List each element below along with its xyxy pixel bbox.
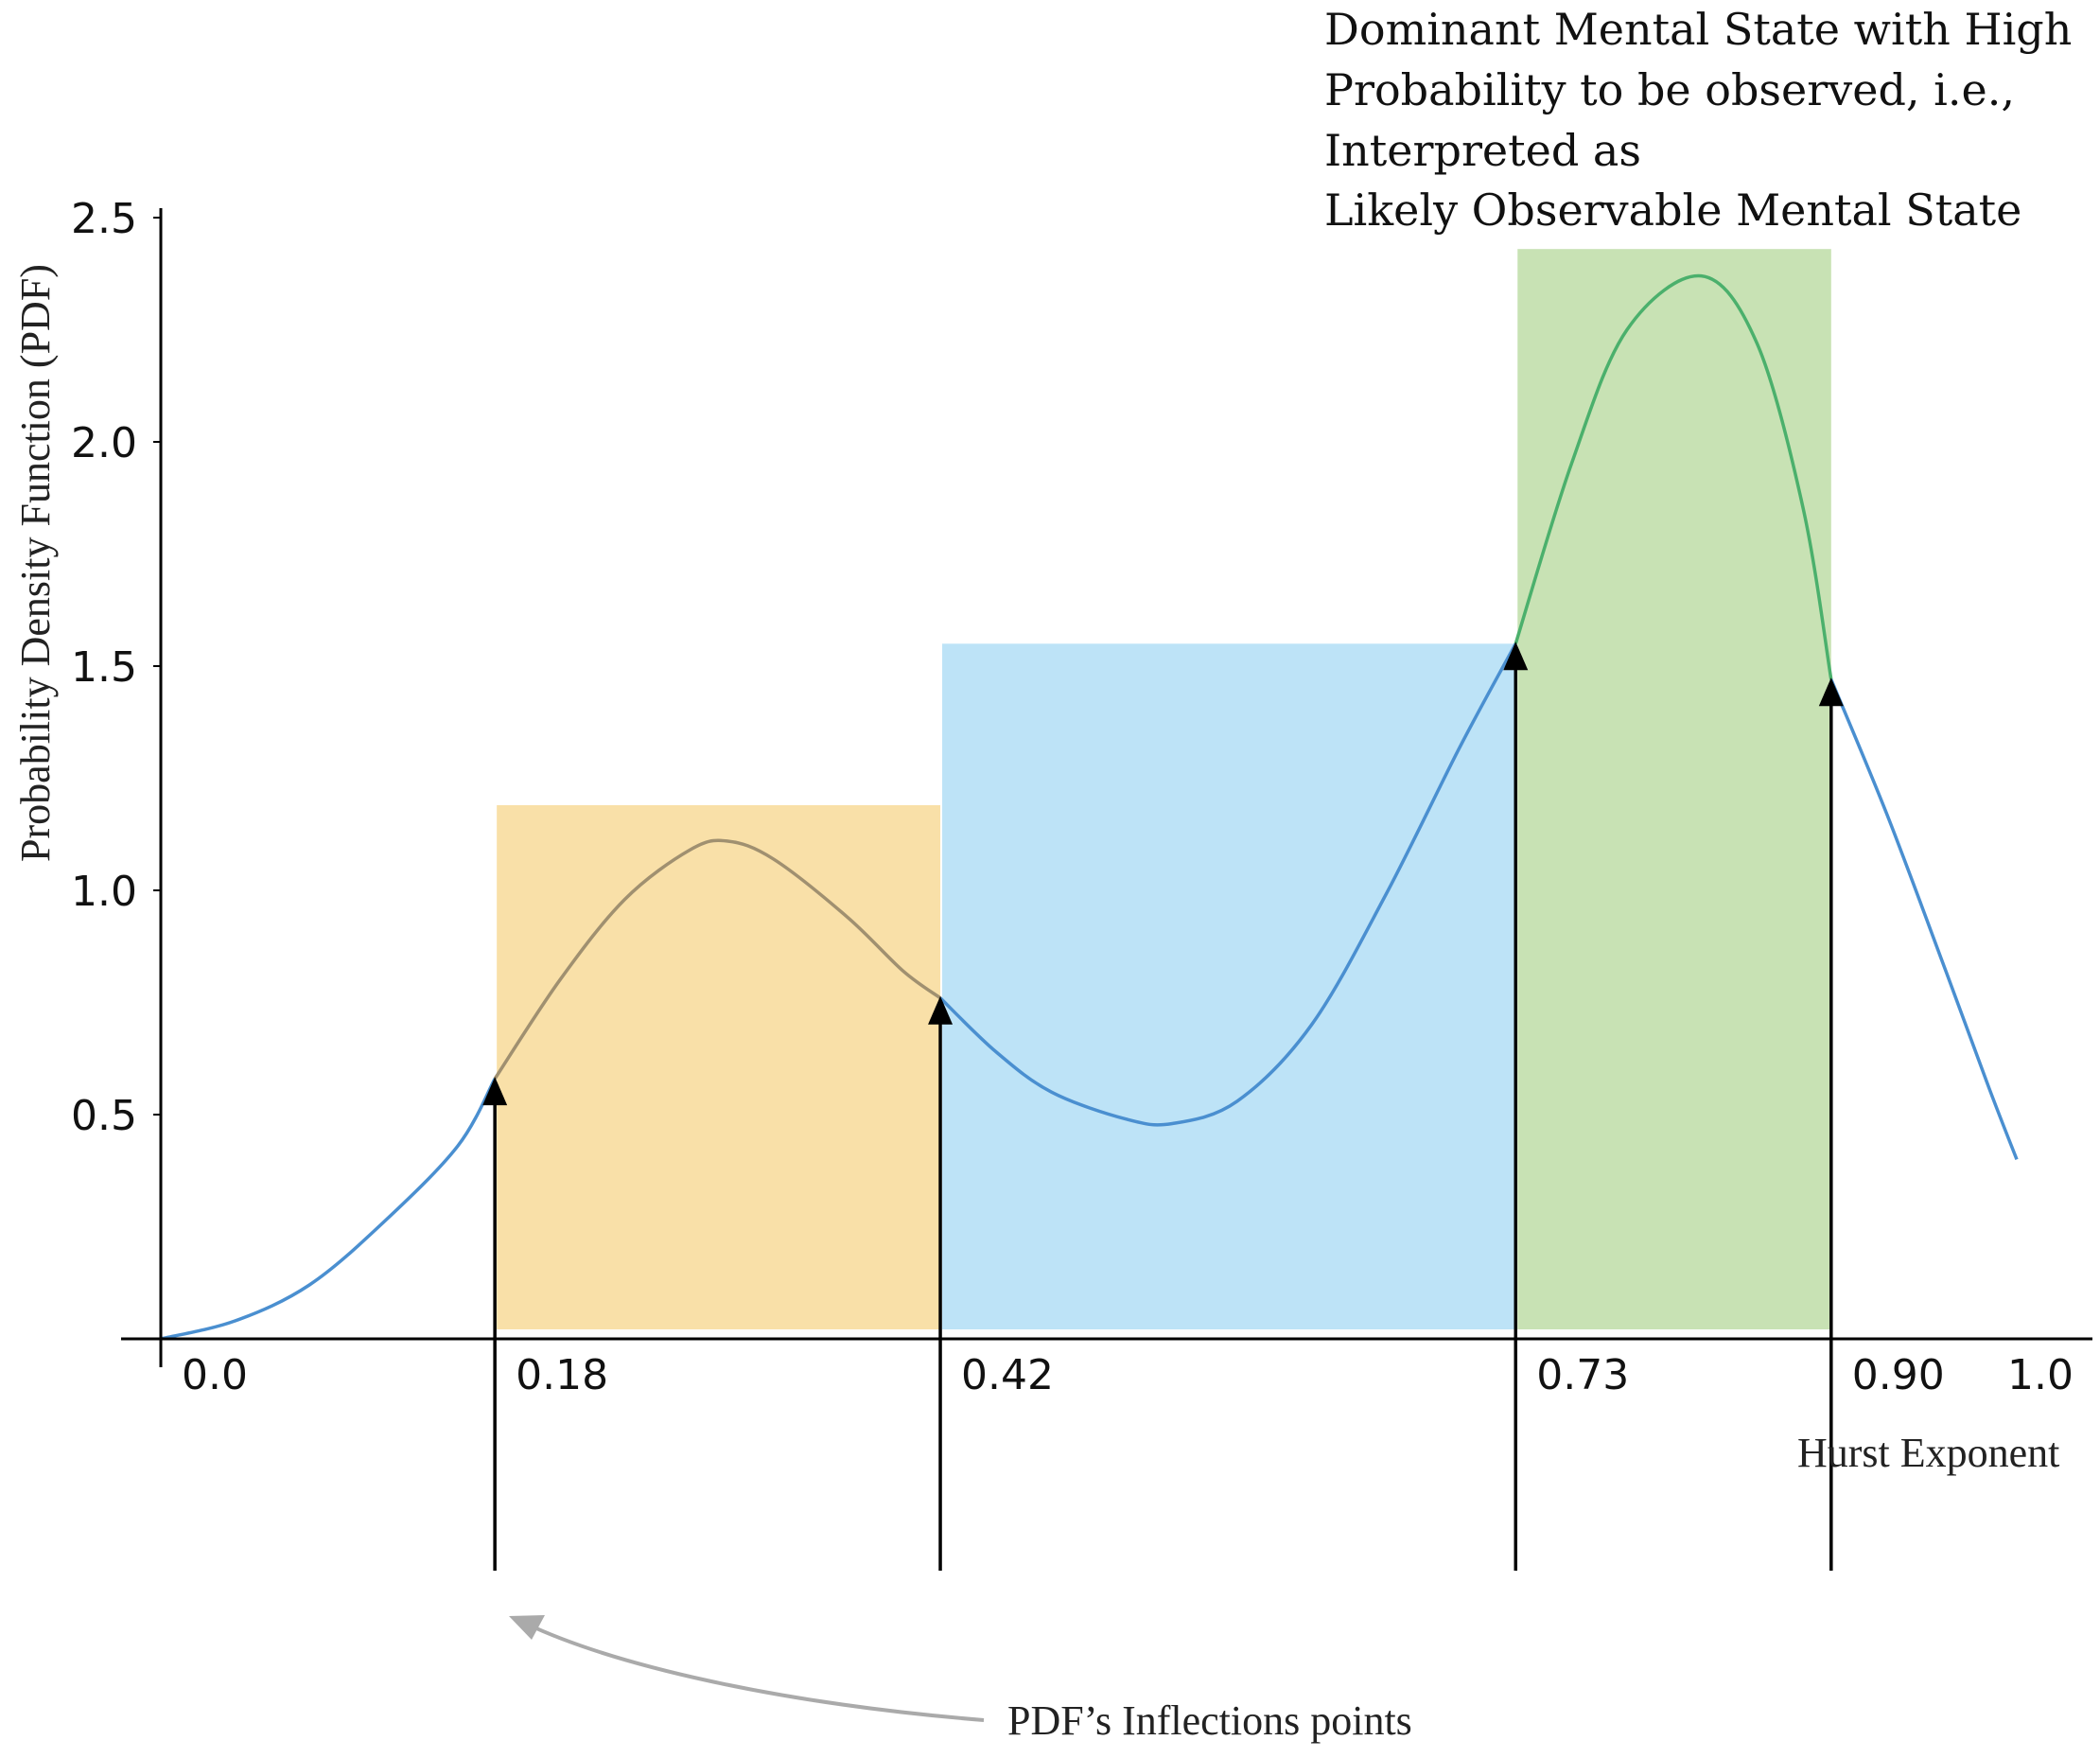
dominant-line-1: Dominant Mental State with High — [1324, 4, 2072, 55]
inflection-arrowhead-2 — [928, 995, 954, 1025]
y-tick-label: 1.0 — [71, 868, 137, 916]
dominant-line-2: Probability to be observed, i.e., — [1324, 64, 2015, 115]
regions-layer — [497, 249, 1831, 1330]
region-1 — [497, 804, 941, 1329]
curve-segment-first-peak — [493, 838, 942, 1081]
y-tick-label: 2.5 — [71, 195, 137, 243]
x-tick-label: 0.42 — [961, 1351, 1054, 1399]
inflection-pointer-arrow — [525, 1622, 985, 1722]
inflection-annotation: PDF’s Inflections points — [1007, 1697, 1412, 1744]
inflection-arrowhead-4 — [1818, 677, 1844, 707]
dominant-line-4: Likely Observable Mental State — [1324, 185, 2021, 236]
dominant-state-annotation: Dominant Mental State with High Probabil… — [1324, 4, 2072, 236]
inflection-arrowhead-3 — [1503, 642, 1529, 671]
curve-segment-right-tail — [1829, 678, 2019, 1161]
curve-segment-dominant-peak — [1514, 273, 1833, 680]
inflection-arrowhead-1 — [482, 1077, 508, 1106]
inflection-pointer-arrowhead — [509, 1615, 545, 1640]
x-axis-title: Hurst Exponent — [1797, 1430, 2059, 1476]
curve-layer — [160, 273, 2019, 1341]
y-tick-label: 2.0 — [71, 419, 137, 467]
region-3 — [1517, 249, 1831, 1330]
y-tick-label: 0.5 — [71, 1092, 137, 1140]
x-tick-label: 1.0 — [2007, 1351, 2074, 1399]
curve-segment-left-tail — [160, 1078, 497, 1341]
region-2 — [942, 643, 1516, 1329]
x-tick-label: 0.73 — [1536, 1351, 1629, 1399]
x-tick-label: 0.90 — [1852, 1351, 1945, 1399]
dominant-line-3: Interpreted as — [1324, 125, 1641, 176]
curve-segment-trough — [938, 642, 1517, 1127]
y-axis-title: Probability Density Function (PDF) — [12, 264, 59, 862]
arrows-layer — [482, 642, 1844, 1571]
y-tick-label: 1.5 — [71, 643, 137, 692]
x-tick-label: 0.18 — [516, 1351, 608, 1399]
ticks-layer: 0.5 1.0 1.5 2.0 2.5 0.0 1.0 0.18 0.42 0.73 0.90 — [71, 195, 2074, 1399]
x-tick-label: 0.0 — [182, 1351, 248, 1399]
